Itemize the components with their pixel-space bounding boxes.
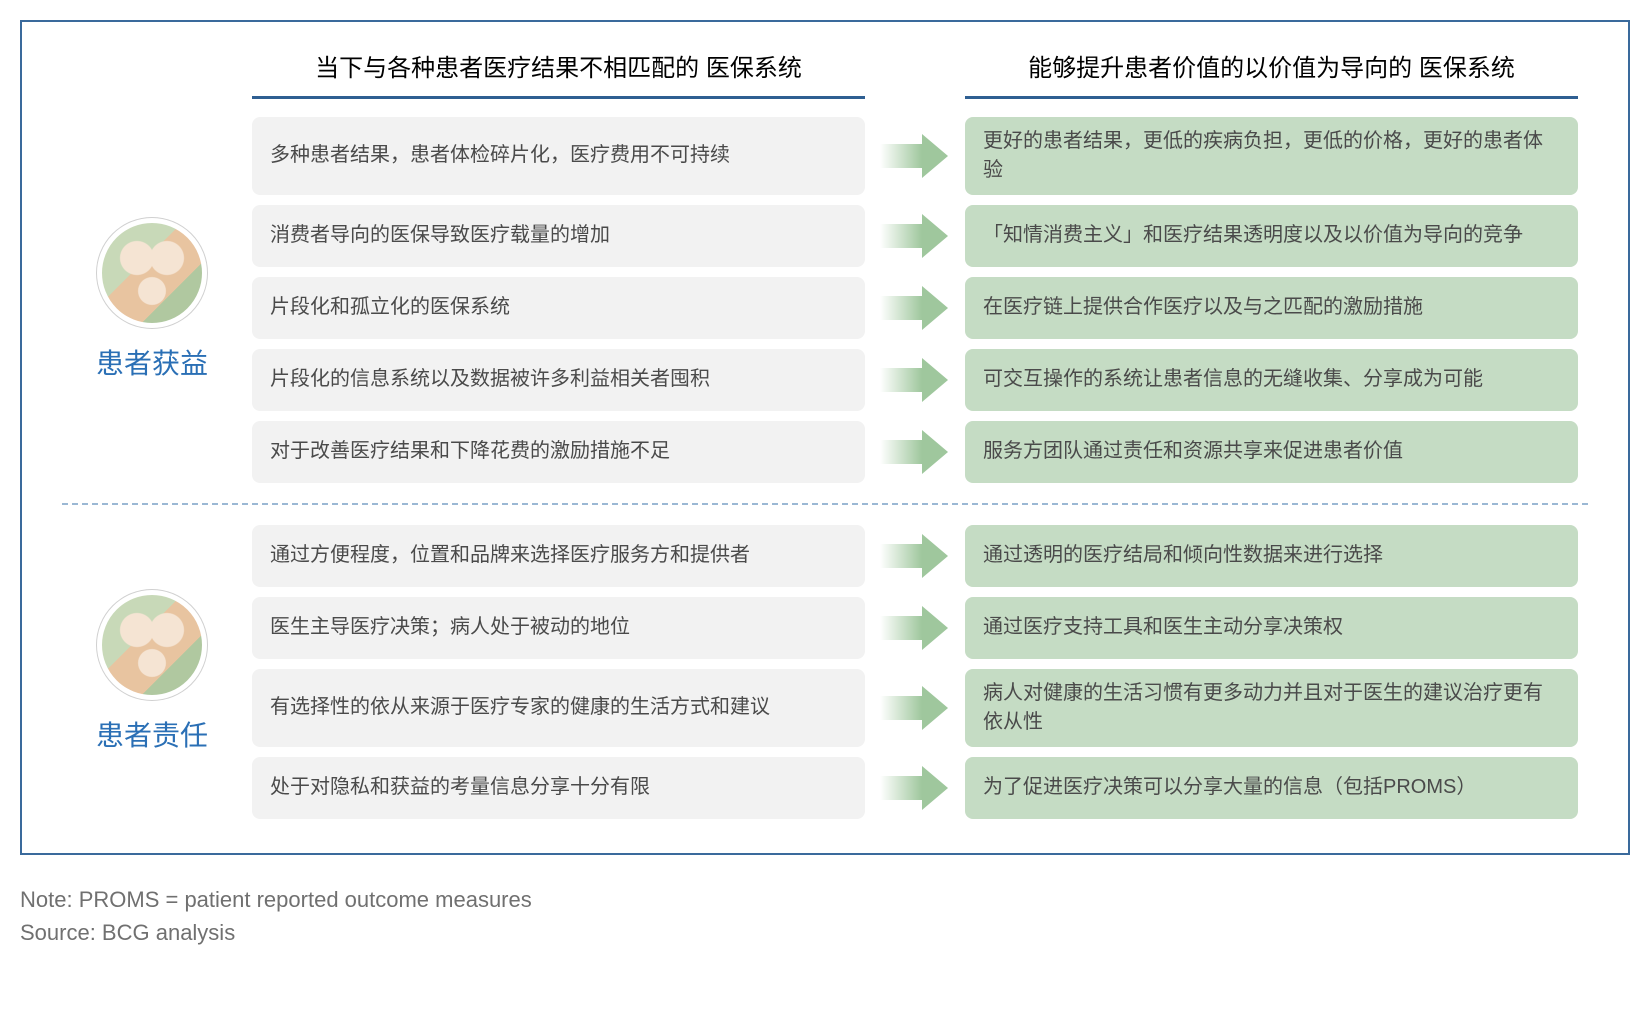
arrow-right-icon (880, 286, 950, 330)
section-label-col: 患者责任 (62, 521, 242, 823)
arrow-right-icon (880, 214, 950, 258)
footnotes: Note: PROMS = patient reported outcome m… (20, 883, 1630, 949)
arrow-cell (875, 205, 955, 267)
arrow-right-icon (880, 534, 950, 578)
arrow-cell (875, 277, 955, 339)
comparison-row: 片段化的信息系统以及数据被许多利益相关者囤积 可交互操作的系统让患者信息的无缝收… (242, 349, 1588, 411)
footnote-note: Note: PROMS = patient reported outcome m… (20, 883, 1630, 916)
arrow-right-icon (880, 358, 950, 402)
section-responsibility: 患者责任 通过方便程度，位置和品牌来选择医疗服务方和提供者 通过透明的医疗结局和… (62, 521, 1588, 823)
section-benefits: 患者获益 多种患者结果，患者体检碎片化，医疗费用不可持续 更好的患者结果，更低的… (62, 113, 1588, 487)
future-state-box: 服务方团队通过责任和资源共享来促进患者价值 (965, 421, 1578, 483)
future-state-box: 病人对健康的生活习惯有更多动力并且对于医生的建议治疗更有依从性 (965, 669, 1578, 747)
future-state-box: 「知情消费主义」和医疗结果透明度以及以价值为导向的竞争 (965, 205, 1578, 267)
arrow-right-icon (880, 686, 950, 730)
arrow-cell (875, 117, 955, 195)
arrow-cell (875, 525, 955, 587)
current-state-box: 医生主导医疗决策；病人处于被动的地位 (252, 597, 865, 659)
current-state-box: 通过方便程度，位置和品牌来选择医疗服务方和提供者 (252, 525, 865, 587)
future-state-box: 通过透明的医疗结局和倾向性数据来进行选择 (965, 525, 1578, 587)
future-state-box: 更好的患者结果，更低的疾病负担，更低的价格，更好的患者体验 (965, 117, 1578, 195)
comparison-row: 医生主导医疗决策；病人处于被动的地位 通过医疗支持工具和医生主动分享决策权 (242, 597, 1588, 659)
arrow-right-icon (880, 606, 950, 650)
comparison-frame: 当下与各种患者医疗结果不相匹配的 医保系统 能够提升患者价值的以价值为导向的 医… (20, 20, 1630, 855)
header-spacer (62, 52, 242, 99)
arrow-right-icon (880, 134, 950, 178)
comparison-row: 通过方便程度，位置和品牌来选择医疗服务方和提供者 通过透明的医疗结局和倾向性数据… (242, 525, 1588, 587)
future-state-box: 为了促进医疗决策可以分享大量的信息（包括PROMS） (965, 757, 1578, 819)
arrow-cell (875, 669, 955, 747)
comparison-row: 对于改善医疗结果和下降花费的激励措施不足 服务方团队通过责任和资源共享来促进患者… (242, 421, 1588, 483)
rows-container: 通过方便程度，位置和品牌来选择医疗服务方和提供者 通过透明的医疗结局和倾向性数据… (242, 521, 1588, 823)
header-arrow-spacer (875, 52, 955, 99)
arrow-cell (875, 757, 955, 819)
current-state-box: 有选择性的依从来源于医疗专家的健康的生活方式和建议 (252, 669, 865, 747)
footnote-source: Source: BCG analysis (20, 916, 1630, 949)
arrow-cell (875, 597, 955, 659)
comparison-row: 多种患者结果，患者体检碎片化，医疗费用不可持续 更好的患者结果，更低的疾病负担，… (242, 117, 1588, 195)
current-state-box: 片段化和孤立化的医保系统 (252, 277, 865, 339)
section-title: 患者获益 (96, 342, 208, 382)
current-state-box: 消费者导向的医保导致医疗载量的增加 (252, 205, 865, 267)
future-state-box: 可交互操作的系统让患者信息的无缝收集、分享成为可能 (965, 349, 1578, 411)
arrow-cell (875, 421, 955, 483)
arrow-right-icon (880, 430, 950, 474)
rows-container: 多种患者结果，患者体检碎片化，医疗费用不可持续 更好的患者结果，更低的疾病负担，… (242, 113, 1588, 487)
section-divider (62, 503, 1588, 505)
current-state-box: 对于改善医疗结果和下降花费的激励措施不足 (252, 421, 865, 483)
left-column-header: 当下与各种患者医疗结果不相匹配的 医保系统 (252, 52, 865, 99)
current-state-box: 处于对隐私和获益的考量信息分享十分有限 (252, 757, 865, 819)
comparison-row: 消费者导向的医保导致医疗载量的增加 「知情消费主义」和医疗结果透明度以及以价值为… (242, 205, 1588, 267)
current-state-box: 多种患者结果，患者体检碎片化，医疗费用不可持续 (252, 117, 865, 195)
comparison-row: 片段化和孤立化的医保系统 在医疗链上提供合作医疗以及与之匹配的激励措施 (242, 277, 1588, 339)
section-title: 患者责任 (96, 714, 208, 754)
current-state-box: 片段化的信息系统以及数据被许多利益相关者囤积 (252, 349, 865, 411)
arrow-right-icon (880, 766, 950, 810)
future-state-box: 在医疗链上提供合作医疗以及与之匹配的激励措施 (965, 277, 1578, 339)
patient-avatar-icon (97, 218, 207, 328)
comparison-row: 处于对隐私和获益的考量信息分享十分有限 为了促进医疗决策可以分享大量的信息（包括… (242, 757, 1588, 819)
patient-avatar-icon (97, 590, 207, 700)
comparison-row: 有选择性的依从来源于医疗专家的健康的生活方式和建议 病人对健康的生活习惯有更多动… (242, 669, 1588, 747)
section-label-col: 患者获益 (62, 113, 242, 487)
column-headers: 当下与各种患者医疗结果不相匹配的 医保系统 能够提升患者价值的以价值为导向的 医… (62, 52, 1588, 99)
future-state-box: 通过医疗支持工具和医生主动分享决策权 (965, 597, 1578, 659)
right-column-header: 能够提升患者价值的以价值为导向的 医保系统 (965, 52, 1578, 99)
arrow-cell (875, 349, 955, 411)
